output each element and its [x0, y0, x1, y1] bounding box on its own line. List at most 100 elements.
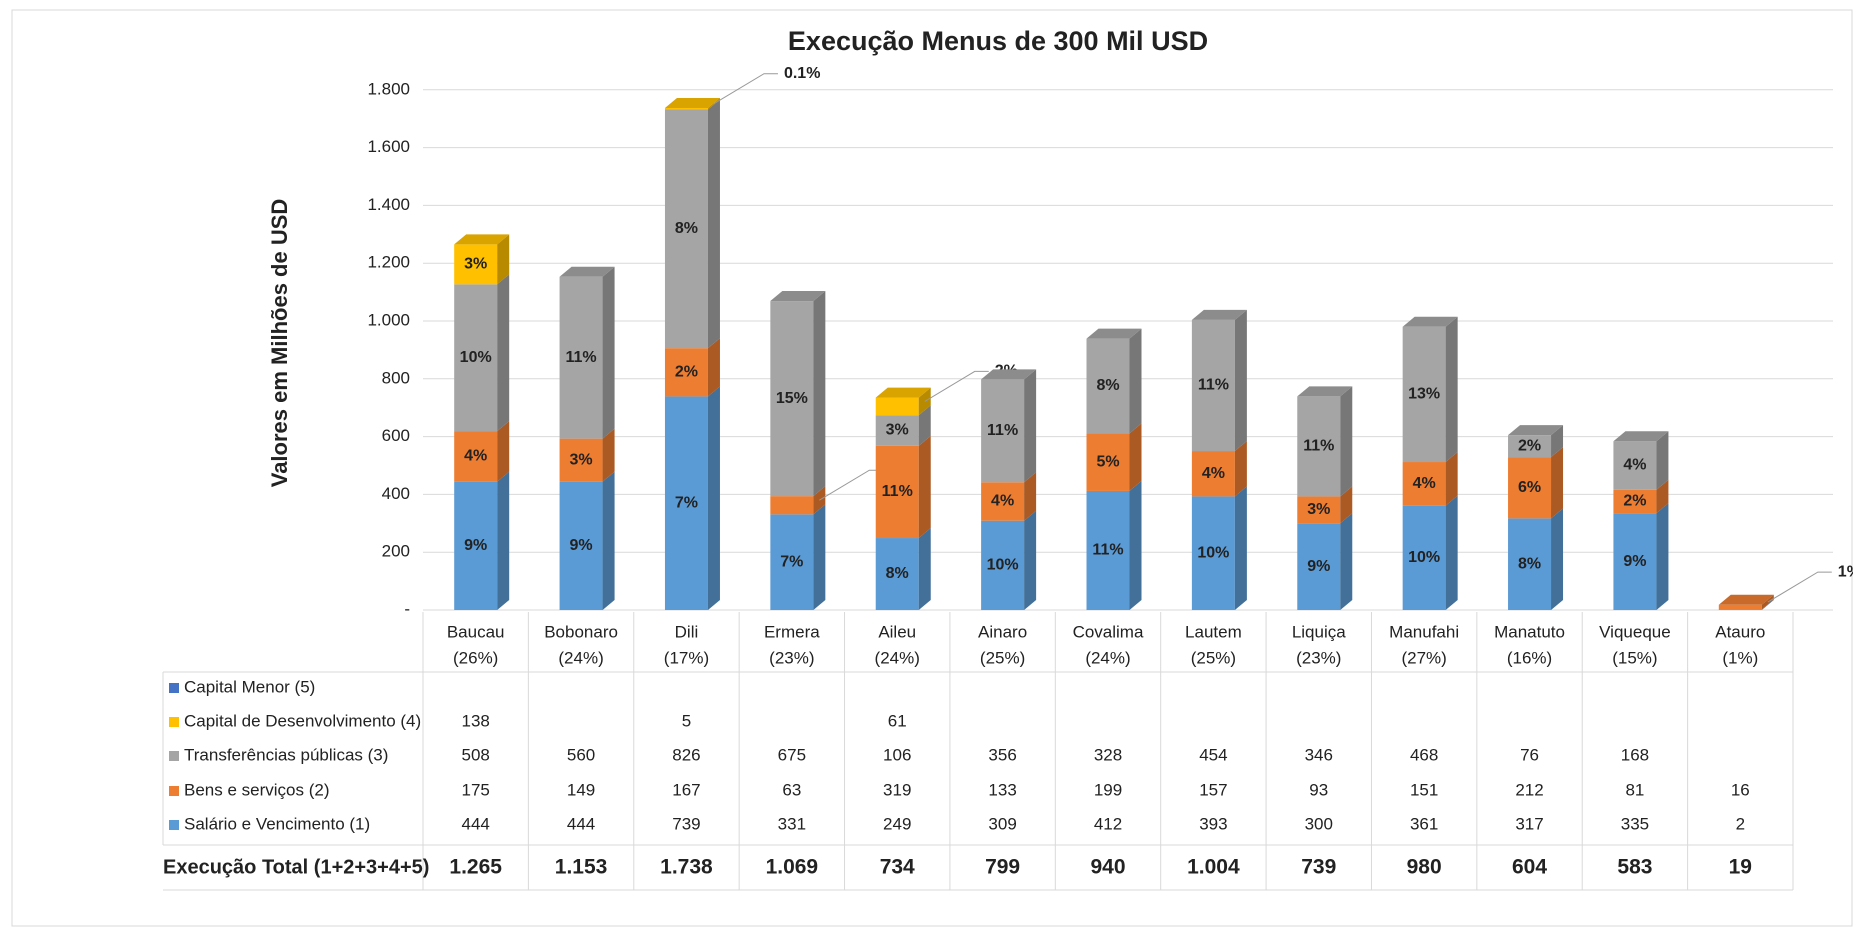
segment-label: 11% — [1198, 377, 1229, 394]
x-tick-label: Aileu — [878, 622, 916, 641]
total-cell: 1.265 — [449, 856, 502, 879]
table-cell: 468 — [1410, 745, 1438, 764]
segment-label: 3% — [570, 451, 593, 468]
table-cell: 444 — [462, 814, 490, 833]
legend-swatch — [169, 717, 179, 727]
bar-side — [1234, 309, 1247, 452]
segment-label: 4% — [1202, 465, 1225, 482]
table-cell: 300 — [1305, 814, 1333, 833]
bar-top — [1191, 309, 1247, 320]
y-tick-label: 200 — [382, 542, 410, 561]
segment-label: 11% — [987, 422, 1018, 439]
bar-segment — [559, 276, 603, 439]
bar-side — [1761, 599, 1774, 610]
bar-side — [707, 386, 720, 610]
bar-segment — [1297, 496, 1341, 524]
segment-label: 7% — [780, 553, 803, 570]
bar-segment — [1402, 326, 1446, 463]
chart-frame — [11, 9, 1853, 927]
x-tick-label: Baucau — [447, 622, 505, 641]
table-cell: 5 — [682, 711, 691, 730]
table-cell: 508 — [462, 745, 490, 764]
x-tick-share: (17%) — [664, 648, 709, 667]
segment-label: 1% — [1838, 563, 1853, 580]
bar-side — [1129, 480, 1142, 610]
table-cell: 138 — [462, 711, 490, 730]
table-cell: 61 — [888, 711, 907, 730]
table-cell: 454 — [1199, 745, 1227, 764]
bar-segment — [1613, 441, 1657, 490]
table-cell: 826 — [672, 745, 700, 764]
bar-side — [1024, 369, 1037, 483]
total-cell: 980 — [1407, 856, 1442, 879]
y-tick-label: 1.000 — [367, 310, 410, 329]
bar-side — [602, 428, 615, 482]
table-cell: 331 — [778, 814, 806, 833]
bar-segment — [664, 348, 708, 397]
total-cell: 739 — [1301, 856, 1336, 879]
bar-segment — [1613, 489, 1657, 514]
bar-side — [497, 421, 510, 482]
legend-swatch — [169, 786, 179, 796]
bar-side — [1656, 431, 1669, 490]
y-tick-label: 400 — [382, 484, 410, 503]
bar-side — [813, 504, 826, 610]
bar-segment — [1191, 496, 1235, 610]
bar-top — [875, 387, 931, 398]
bar-segment — [1508, 435, 1552, 458]
bar-segment — [1191, 451, 1235, 497]
bar-top — [1613, 431, 1669, 442]
bar-side — [707, 338, 720, 397]
y-tick-label: 1.200 — [367, 253, 410, 272]
segment-label: 11% — [566, 349, 597, 366]
bar-segment — [664, 108, 708, 110]
x-tick-label: Covalima — [1073, 622, 1144, 641]
bar-segment — [981, 482, 1025, 521]
segment-label: 15% — [776, 390, 808, 407]
bar-top — [1718, 594, 1774, 605]
bar-side — [918, 435, 931, 539]
segment-label: 8% — [1096, 377, 1119, 394]
bar-segment — [981, 520, 1025, 610]
bar-segment — [664, 109, 708, 349]
legend-swatch — [169, 820, 179, 830]
bar-segment — [1297, 523, 1341, 610]
x-tick-share: (23%) — [1296, 648, 1341, 667]
x-tick-share: (15%) — [1612, 648, 1657, 667]
totals-label: Execução Total (1+2+3+4+5) — [163, 856, 429, 878]
segment-label: 3% — [464, 256, 487, 273]
callout-line — [1767, 571, 1832, 603]
bar-side — [707, 98, 720, 110]
segment-label: 9% — [1623, 553, 1646, 570]
y-axis-label: Valores em Milhões de USD — [267, 199, 292, 488]
table-cell: 133 — [988, 780, 1016, 799]
bar-top — [454, 234, 510, 245]
segment-label: 8% — [675, 220, 698, 237]
total-cell: 734 — [880, 856, 915, 879]
table-cell: 76 — [1520, 745, 1539, 764]
total-cell: 1.153 — [555, 856, 608, 879]
segment-label: 6% — [1518, 479, 1541, 496]
x-tick-label: Ermera — [764, 622, 820, 641]
segment-label: 11% — [1092, 542, 1123, 559]
total-cell: 583 — [1617, 856, 1652, 879]
bar-side — [497, 234, 510, 285]
table-cell: 675 — [778, 745, 806, 764]
bar-top — [1297, 386, 1353, 397]
y-tick-label: 600 — [382, 426, 410, 445]
legend-label: Capital de Desenvolvimento (4) — [184, 711, 421, 730]
total-cell: 604 — [1512, 856, 1547, 879]
segment-label: 11% — [1303, 438, 1334, 455]
bar-segment — [770, 514, 814, 610]
x-tick-share: (25%) — [980, 648, 1025, 667]
callout-line — [819, 469, 884, 501]
bar-side — [1551, 447, 1564, 519]
segment-label: 10% — [1197, 544, 1229, 561]
bar-segment — [875, 538, 919, 610]
bar-segment — [454, 481, 498, 610]
table-cell: 106 — [883, 745, 911, 764]
table-cell: 63 — [782, 780, 801, 799]
segment-label: 4% — [1413, 475, 1436, 492]
segment-label: 13% — [1408, 386, 1440, 403]
segment-label: 5% — [1096, 453, 1119, 470]
